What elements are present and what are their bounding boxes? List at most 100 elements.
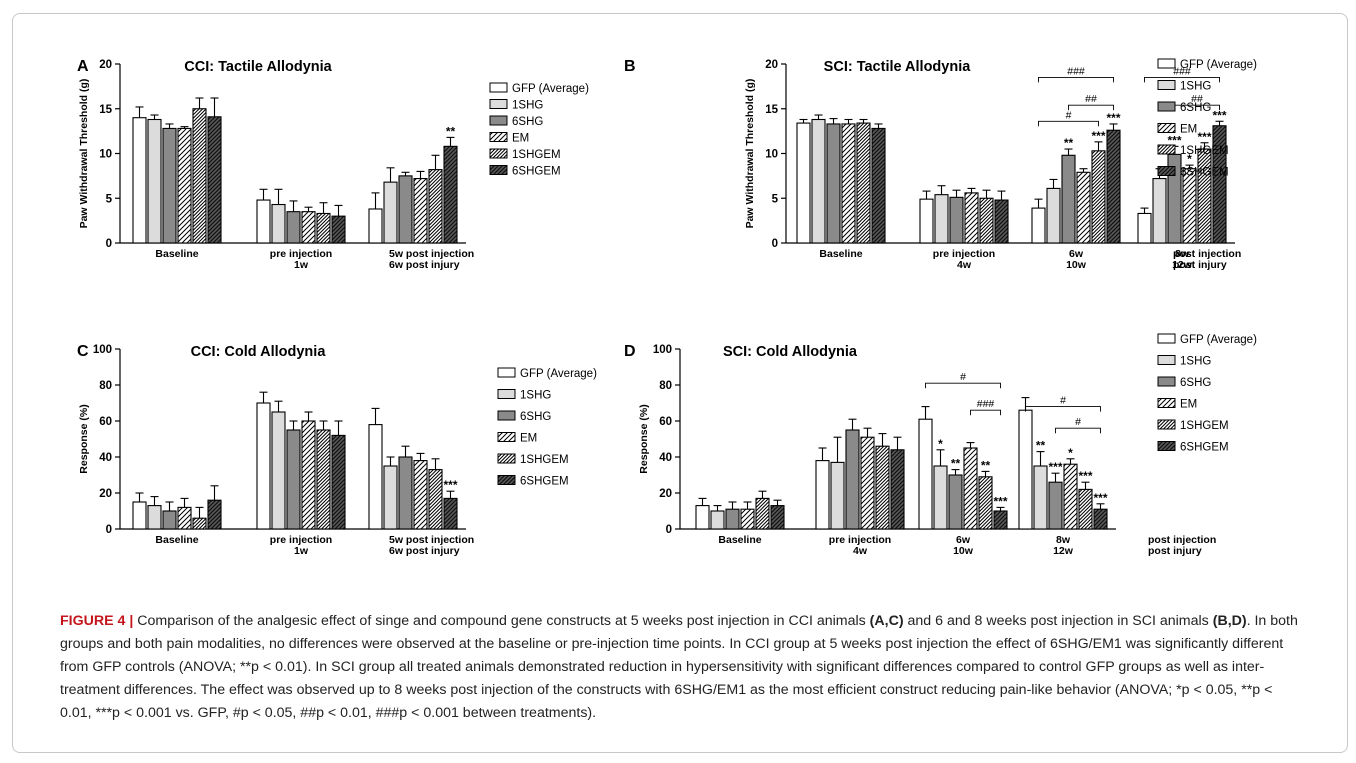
pd-significance-star: *** (1078, 469, 1092, 483)
pd-significance-star: * (938, 437, 943, 451)
pd-bar (875, 445, 890, 530)
pd-bar (1078, 488, 1093, 530)
pc-bar (286, 429, 301, 530)
pc-ytick-label: 100 (93, 344, 112, 356)
pb-bar (1152, 178, 1167, 244)
pa-bar (132, 117, 147, 244)
pa-bar (413, 178, 428, 244)
pb-bar (1046, 187, 1061, 244)
pb-legend-label: 6SHG (1180, 102, 1211, 114)
pb-group-label: 6w (1069, 248, 1084, 260)
pa-legend-swatch (489, 99, 508, 109)
caption-panels-bd: (B,D) (1212, 613, 1247, 629)
pb-group-label: 8w (1175, 248, 1190, 260)
pb-bar (1076, 171, 1091, 244)
pb-bar (934, 194, 949, 244)
pd-trailing-label: post injury (1148, 545, 1202, 557)
pb-significance-star: *** (1167, 133, 1181, 147)
pb-ytick-label: 5 (772, 193, 779, 205)
pc-legend-label: 6SHGEM (520, 476, 569, 488)
pd-bracket-label: ### (977, 398, 995, 410)
pb-comparison-bracket (1144, 76, 1220, 83)
figure-charts: A CCI: Tactile Allodynia Paw Withdrawal Th… (77, 58, 1257, 557)
pb-title: SCI: Tactile Allodynia (824, 59, 972, 75)
pb-legend-label: EM (1180, 124, 1197, 136)
pd-ytick-label: 60 (659, 416, 672, 428)
pa-ytick-label: 15 (99, 104, 112, 116)
pd-significance-star: ** (1036, 439, 1046, 453)
figure-frame (12, 13, 1348, 753)
pd-title: SCI: Cold Allodynia (723, 344, 858, 360)
pb-comparison-bracket (1038, 76, 1114, 83)
pc-ylabel: Response (%) (78, 404, 90, 473)
pd-bar (933, 465, 948, 530)
pa-legend-label: 6SHG (512, 116, 543, 128)
pc-legend-swatch (497, 432, 516, 442)
pb-comparison-bracket (1068, 104, 1114, 111)
pd-bracket-label: # (1075, 416, 1081, 428)
pc-group-sublabel: 6w post injury (389, 545, 460, 557)
pc-legend-swatch (497, 367, 516, 378)
pb-group-label: pre injection (933, 248, 995, 260)
pb-group-sublabel: 12w (1172, 259, 1193, 271)
pc-ytick-label: 80 (99, 380, 112, 392)
pd-comparison-bracket (970, 409, 1001, 416)
pc-bar (147, 505, 162, 530)
pb-significance-star: *** (1212, 108, 1226, 122)
pc-bar (331, 434, 346, 530)
pc-bar (271, 411, 286, 530)
pb-ytick-label: 20 (765, 59, 778, 71)
pa-bar (331, 215, 346, 244)
pb-bar (1031, 207, 1046, 244)
pd-comparison-bracket (1055, 427, 1101, 434)
pb-bar (919, 198, 934, 244)
pb-trailing-label: post injury (1173, 259, 1227, 271)
pa-legend-swatch (489, 115, 508, 126)
pa-ytick-label: 10 (99, 149, 112, 161)
pd-bar (725, 508, 740, 530)
pb-legend-swatch (1157, 80, 1176, 90)
pa-bar (192, 108, 207, 244)
pb-bracket-label: # (1066, 109, 1072, 121)
chart-panel-d: D SCI: Cold Allodynia Response (%) 0 20 40 60 8… (624, 333, 1257, 557)
pa-legend-label: 1SHG (512, 100, 543, 112)
pd-comparison-bracket (1025, 406, 1101, 412)
pd-bar (830, 461, 845, 530)
pd-panel-letter: D (624, 343, 636, 360)
pd-group-label: 8w (1056, 534, 1071, 546)
pa-bar (443, 145, 458, 244)
pa-ytick-label: 5 (106, 193, 113, 205)
pd-bar (1093, 508, 1108, 530)
pb-group-label: Baseline (819, 248, 862, 260)
pa-bar (428, 169, 443, 244)
pb-bar (949, 196, 964, 244)
pd-bar (1018, 409, 1033, 530)
figure-caption: FIGURE 4 | Comparison of the analgesic e… (60, 610, 1300, 725)
pa-bar (316, 212, 331, 244)
pb-bar (796, 122, 811, 244)
pa-title: CCI: Tactile Allodynia (184, 59, 332, 75)
pc-bar (132, 501, 147, 530)
caption-panels-ac: (A,C) (869, 613, 904, 629)
pb-bar (1106, 129, 1121, 244)
pc-legend-swatch (497, 410, 516, 421)
pa-significance-star: ** (446, 124, 456, 138)
pd-legend-swatch (1157, 355, 1176, 365)
pa-bar (368, 208, 383, 244)
pc-legend-swatch (497, 475, 516, 485)
pc-ytick-label: 60 (99, 416, 112, 428)
pb-legend-label: 1SHG (1180, 81, 1211, 93)
pd-significance-star: ** (951, 457, 961, 471)
pb-bar (856, 122, 871, 244)
pd-ytick-label: 20 (659, 488, 672, 500)
pd-legend-swatch (1157, 419, 1176, 430)
pd-bar (860, 436, 875, 530)
pb-legend-swatch (1157, 144, 1176, 155)
pd-legend-label: 1SHGEM (1180, 420, 1229, 432)
pc-bar (428, 469, 443, 530)
pa-bar (207, 116, 222, 244)
pd-legend-swatch (1157, 333, 1176, 344)
caption-text-2: and 6 and 8 weeks post injection in SCI … (903, 613, 1213, 629)
pd-bar (1033, 465, 1048, 530)
pc-group-label: Baseline (155, 534, 198, 546)
